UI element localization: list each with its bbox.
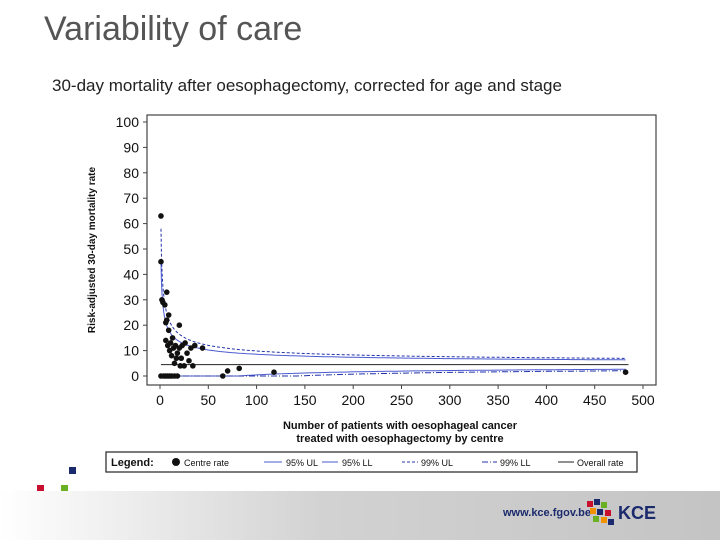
centre-rate-point	[167, 340, 174, 346]
centre-rate-point	[165, 327, 172, 334]
kce-logo-text: KCE	[618, 503, 657, 523]
centre-rate-point	[168, 352, 175, 359]
centre-rate-point	[158, 213, 164, 219]
legend-box	[105, 451, 638, 473]
footer-url[interactable]: www.kce.fgov.be	[503, 507, 592, 519]
centre-rate-point	[162, 337, 169, 344]
y-tick-label: 60	[123, 216, 139, 232]
funnel-plot: 0 10 20 30 40 50 60 70 80 90 100 0 50 100 150 200 250 30…	[87, 114, 657, 473]
y-tick-label: 70	[123, 190, 139, 206]
centre-rate-point	[169, 335, 176, 341]
centre-rate-point	[191, 342, 198, 349]
kce-logo-mark-icon	[587, 499, 614, 525]
legend-95-ul: 95% UL	[286, 458, 318, 468]
centre-rate-point	[158, 258, 164, 265]
centre-rate-point	[162, 302, 168, 308]
centre-rate-point	[186, 357, 192, 364]
y-tick-label: 100	[116, 114, 140, 130]
centre-rate-point	[177, 363, 184, 369]
legend-title: Legend:	[111, 457, 154, 469]
y-tick-label: 30	[123, 292, 139, 308]
centre-rate-point	[173, 355, 180, 362]
x-tick-label: 450	[583, 392, 607, 408]
centre-rate-point	[165, 312, 172, 318]
centre-rate-point	[271, 369, 277, 375]
centre-rate-point	[181, 363, 187, 369]
x-tick-label: 400	[535, 392, 559, 408]
centre-rate-point	[163, 317, 170, 323]
legend-centre-rate-marker	[172, 458, 180, 466]
y-tick-label: 80	[123, 165, 139, 181]
centre-rate-point	[199, 345, 206, 351]
centre-rate-point	[163, 289, 170, 295]
y-tick-label: 0	[131, 368, 139, 384]
plot-frame	[146, 114, 657, 386]
centre-rate-point	[174, 373, 181, 379]
x-tick-label: 350	[486, 392, 510, 408]
brand-square-blue	[69, 467, 76, 474]
centre-rate-point	[178, 355, 185, 362]
x-tick-label: 150	[293, 392, 317, 408]
x-tick-label: 50	[201, 392, 217, 408]
x-tick-label: 300	[438, 392, 462, 408]
y-tick-label: 50	[123, 241, 139, 257]
centre-rate-point	[219, 373, 226, 379]
x-tick-label: 0	[156, 392, 164, 408]
y-tick-label: 20	[123, 317, 139, 333]
slide-title: Variability of care	[44, 10, 303, 48]
centre-rate-point	[236, 365, 243, 372]
slide-subtitle: 30-day mortality after oesophagectomy, c…	[52, 76, 562, 95]
x-axis-label-line1: Number of patients with oesophageal canc…	[283, 420, 518, 432]
x-tick-label: 200	[342, 392, 366, 408]
x-tick-label: 100	[245, 392, 269, 408]
legend-centre-rate: Centre rate	[184, 458, 229, 468]
legend-overall-rate: Overall rate	[577, 458, 624, 468]
legend-95-ll: 95% LL	[342, 458, 373, 468]
y-tick-label: 90	[123, 139, 139, 155]
x-axis: 0 50 100 150 200 250 300 350 400 450 500	[156, 385, 655, 408]
centre-rate-point	[622, 369, 629, 375]
y-tick-label: 10	[123, 343, 139, 359]
centre-rate-point	[190, 363, 196, 369]
centre-rate-point	[176, 322, 183, 329]
y-tick-label: 40	[123, 266, 139, 282]
centre-rate-points	[158, 213, 629, 379]
x-axis-label-line2: treated with oesophagectomy by centre	[296, 433, 503, 445]
brand-square-green	[61, 485, 68, 492]
centre-rate-point	[184, 350, 190, 356]
legend-99-ul: 99% UL	[421, 458, 453, 468]
brand-square-red	[37, 485, 44, 492]
y-axis-label: Risk-adjusted 30-day mortality rate	[87, 166, 98, 333]
centre-rate-point	[171, 360, 178, 367]
centre-rate-point	[224, 368, 231, 374]
y-axis: 0 10 20 30 40 50 60 70 80 90 100	[116, 114, 147, 384]
legend: Legend: Centre rate 95% UL 95% LL 99% UL…	[105, 451, 638, 473]
centre-rate-point	[182, 340, 188, 346]
legend-99-ll: 99% LL	[500, 458, 531, 468]
x-tick-label: 250	[390, 392, 414, 408]
centre-rate-point	[174, 350, 181, 356]
x-tick-label: 500	[631, 392, 655, 408]
